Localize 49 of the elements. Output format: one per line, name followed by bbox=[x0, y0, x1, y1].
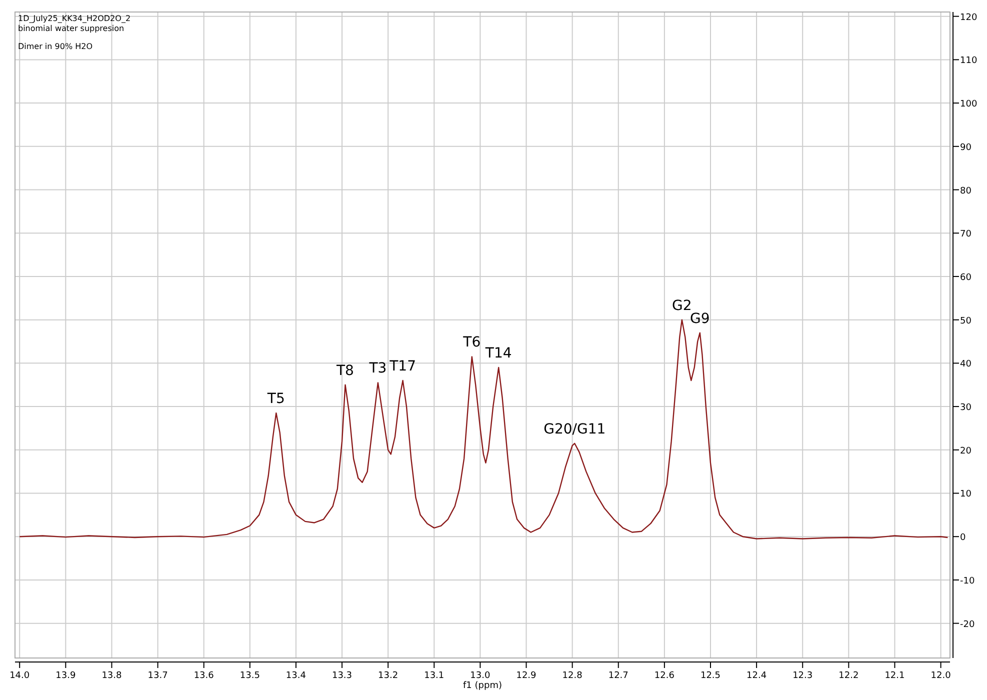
annotation: G20/G11 bbox=[544, 421, 606, 438]
y-tick-label: -10 bbox=[960, 576, 975, 586]
y-tick-label: 120 bbox=[960, 12, 978, 23]
x-tick-label: 12.9 bbox=[516, 671, 537, 681]
y-tick-label: 90 bbox=[960, 142, 972, 153]
x-tick-label: 13.2 bbox=[378, 671, 398, 681]
x-tick-label: 13.9 bbox=[56, 671, 76, 681]
x-tick-label: 13.3 bbox=[332, 671, 352, 681]
x-tick-label: 12.5 bbox=[700, 671, 721, 681]
x-tick-label: 12.3 bbox=[792, 671, 813, 681]
y-tick-label: 40 bbox=[960, 360, 972, 370]
x-tick-label: 12.7 bbox=[608, 671, 628, 681]
annotation: T6 bbox=[462, 334, 481, 351]
y-tick-label: 100 bbox=[960, 100, 978, 110]
annotation: T3 bbox=[368, 360, 387, 377]
annotation: G2 bbox=[672, 298, 692, 314]
y-tick-label: 70 bbox=[960, 230, 972, 240]
x-tick-label: 12.0 bbox=[930, 671, 952, 681]
x-tick-label: 13.5 bbox=[240, 671, 260, 681]
x-tick-label: 12.1 bbox=[884, 671, 905, 681]
annotation: binomial water suppresion bbox=[18, 24, 124, 33]
y-tick-label: -20 bbox=[960, 620, 975, 630]
x-tick-label: 14.0 bbox=[10, 671, 30, 681]
x-tick-label: 12.8 bbox=[562, 671, 583, 681]
x-tick-label: 13.8 bbox=[102, 671, 122, 681]
y-tick-label: 50 bbox=[960, 316, 972, 326]
x-tick-label: 12.6 bbox=[654, 671, 675, 681]
x-tick-label: 13.4 bbox=[286, 671, 306, 681]
y-tick-label: 20 bbox=[960, 446, 972, 456]
y-tick-label: 0 bbox=[960, 533, 966, 544]
y-tick-label: 30 bbox=[960, 403, 972, 414]
annotation: T14 bbox=[484, 346, 512, 362]
annotation: 1D_July25_KK34_H2OD2O_2 bbox=[18, 14, 131, 23]
annotation: T17 bbox=[388, 358, 416, 375]
x-tick-label: 13.0 bbox=[470, 671, 490, 681]
x-tick-label: 12.2 bbox=[838, 671, 859, 681]
annotation: T8 bbox=[336, 362, 354, 379]
x-tick-label: 13.6 bbox=[194, 671, 214, 681]
y-tick-label: 80 bbox=[960, 186, 972, 196]
annotation: G9 bbox=[690, 310, 710, 327]
x-tick-label: 12.4 bbox=[746, 671, 767, 681]
y-tick-label: 60 bbox=[960, 272, 972, 283]
x-axis-title: f1 (ppm) bbox=[463, 681, 502, 691]
x-tick-label: 13.1 bbox=[424, 671, 444, 681]
annotation: T5 bbox=[266, 391, 285, 408]
y-tick-label: 10 bbox=[960, 490, 972, 500]
annotation: Dimer in 90% H2O bbox=[18, 42, 92, 51]
y-tick-label: 110 bbox=[960, 56, 978, 66]
x-tick-label: 13.7 bbox=[148, 671, 168, 681]
